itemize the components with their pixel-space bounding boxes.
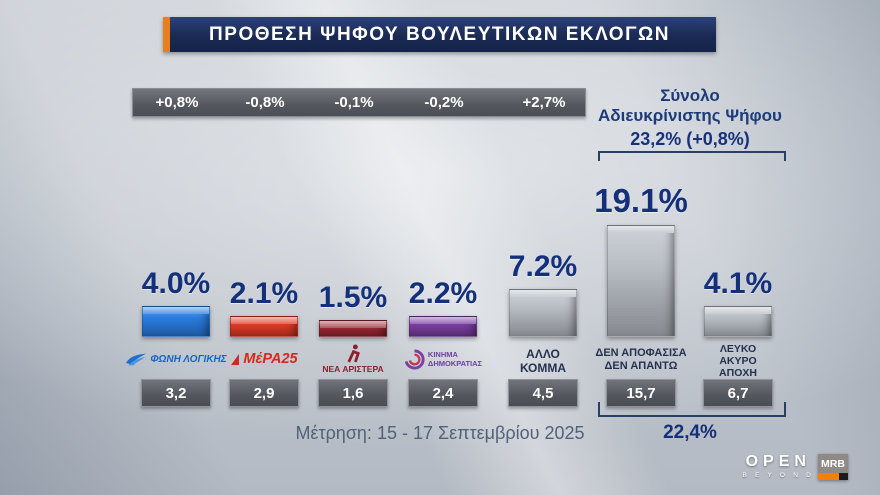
- swirl-icon: [404, 348, 425, 370]
- bar-den-apofasisa: [607, 225, 675, 337]
- poll-percentage: 1.5%: [318, 281, 388, 314]
- previous-value: 1,6: [318, 379, 388, 407]
- chart-column-leuko-akyro-apochi: 4.1% ΛΕΥΚΟ ΑΚΥΡΟ ΑΠΟΧΗ 6,7: [692, 0, 784, 495]
- poll-percentage: 4.1%: [703, 267, 773, 300]
- mera25-logo: ΜέΡΑ25: [210, 341, 318, 377]
- previous-value: 2,9: [229, 379, 299, 407]
- previous-value: 4,5: [508, 379, 578, 407]
- poll-percentage: 19.1%: [594, 182, 688, 219]
- chart-column-foni-logikis: 4.0% ΦΩΝΗ ΛΟΓΙΚΗΣ 3,2: [126, 0, 227, 495]
- foni-logikis-logo: ΦΩΝΗ ΛΟΓΙΚΗΣ: [122, 341, 230, 377]
- poll-percentage: 2.2%: [408, 277, 478, 310]
- previous-value: 6,7: [703, 379, 773, 407]
- undecided-label-line1: Σύνολο: [660, 86, 720, 105]
- mrb-logo: MRB: [818, 454, 848, 480]
- chart-column-kinima-dimokratias: 2.2% ΚΙΝΗΜΑ ΔΗΜΟΚΡΑΤΙΑΣ 2,4: [397, 0, 489, 495]
- category-label: ΔΕΝ ΑΠΟΦΑΣΙΣΑ ΔΕΝ ΑΠΑΝΤΩ: [595, 347, 687, 372]
- wing-icon: [126, 353, 147, 365]
- chart-column-den-apofasisa: 19.1% ΔΕΝ ΑΠΟΦΑΣΙΣΑ ΔΕΝ ΑΠΑΝΤΩ 15,7: [594, 0, 688, 495]
- undecided-top-bracket: [598, 151, 786, 161]
- bar-foni-logikis: [142, 306, 210, 337]
- mrb-logo-stripe: [818, 473, 848, 480]
- poll-percentage: 7.2%: [508, 250, 578, 283]
- change-strip: +0,8% -0,8% -0,1% -0,2% +2,7%: [132, 88, 586, 117]
- poll-percentage: 2.1%: [229, 277, 299, 310]
- kinima-dimokratias-logo: ΚΙΝΗΜΑ ΔΗΜΟΚΡΑΤΙΑΣ: [389, 341, 497, 377]
- change-value: +2,7%: [522, 94, 566, 111]
- party-name: ΚΙΝΗΜΑ ΔΗΜΟΚΡΑΤΙΑΣ: [427, 350, 483, 368]
- chart-column-nea-aristera: 1.5% ΝΕΑ ΑΡΙΣΤΕΡΑ 1,6: [307, 0, 399, 495]
- category-label: ΛΕΥΚΟ ΑΚΥΡΟ ΑΠΟΧΗ: [719, 343, 757, 379]
- page-title: ΠΡΟΘΕΣΗ ΨΗΦΟΥ ΒΟΥΛΕΥΤΙΚΩΝ ΕΚΛΟΓΩΝ: [209, 23, 670, 45]
- party-name: ΜέΡΑ25: [243, 351, 298, 367]
- open-tv-logo: OPEN B E Y O N D: [743, 453, 814, 479]
- previous-value: 3,2: [141, 379, 211, 407]
- bar-nea-aristera: [319, 320, 387, 337]
- previous-value: 15,7: [606, 379, 676, 407]
- sail-icon: [231, 353, 240, 365]
- orange-accent: [163, 17, 170, 52]
- change-value: -0,1%: [334, 94, 374, 111]
- bar-mera25: [230, 316, 298, 337]
- undecided-label-line2: Αδιευκρίνιστης Ψήφου: [598, 106, 782, 125]
- undecided-bottom-bracket: [598, 402, 786, 417]
- nea-aristera-logo: ΝΕΑ ΑΡΙΣΤΕΡΑ: [299, 341, 407, 377]
- undecided-total: 23,2% (+0,8%): [630, 129, 750, 149]
- undecided-previous-total: 22,4%: [663, 422, 717, 443]
- undecided-summary: Σύνολο Αδιευκρίνιστης Ψήφου 23,2% (+0,8%…: [588, 86, 792, 150]
- change-value: -0,8%: [245, 94, 285, 111]
- previous-value: 2,4: [408, 379, 478, 407]
- open-wordmark: OPEN: [745, 453, 811, 470]
- party-name: ΦΩΝΗ ΛΟΓΙΚΗΣ: [150, 353, 227, 365]
- header-bar: ΠΡΟΘΕΣΗ ΨΗΦΟΥ ΒΟΥΛΕΥΤΙΚΩΝ ΕΚΛΟΓΩΝ: [163, 17, 716, 52]
- measurement-period: Μέτρηση: 15 - 17 Σεπτεμβρίου 2025: [295, 423, 585, 443]
- change-value: +0,8%: [155, 94, 199, 111]
- poll-percentage: 4.0%: [141, 267, 211, 300]
- figure-icon: [347, 344, 360, 363]
- beyond-wordmark: B E Y O N D: [742, 472, 814, 479]
- mrb-wordmark: MRB: [818, 454, 848, 473]
- bar-kinima-dimokratias: [409, 316, 477, 337]
- chart-column-mera25: 2.1% ΜέΡΑ25 2,9: [218, 0, 310, 495]
- party-name: ΝΕΑ ΑΡΙΣΤΕΡΑ: [322, 364, 384, 374]
- bar-leuko-akyro-apochi: [704, 306, 772, 337]
- category-label: ΑΛΛΟ ΚΟΜΜΑ: [519, 347, 567, 375]
- change-value: -0,2%: [424, 94, 464, 111]
- bar-allo-komma: [509, 289, 577, 337]
- chart-column-allo-komma: 7.2% ΑΛΛΟ ΚΟΜΜΑ 4,5: [497, 0, 589, 495]
